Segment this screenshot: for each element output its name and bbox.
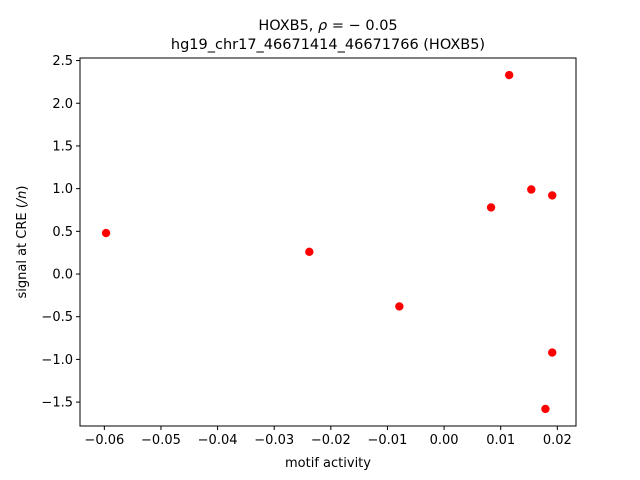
x-tick-label: −0.05 — [141, 433, 181, 448]
x-tick-label: −0.04 — [198, 433, 238, 448]
y-tick-label: −1.0 — [41, 353, 73, 368]
data-point — [548, 348, 557, 357]
y-tick-label: 0.5 — [52, 225, 73, 240]
x-tick-label: −0.02 — [311, 433, 351, 448]
chart-title-line1: HOXB5, ρ = − 0.05 — [258, 18, 397, 34]
data-point — [548, 191, 557, 200]
y-tick-label: 2.5 — [52, 54, 73, 69]
y-axis-label: signal at CRE (/n) — [15, 185, 30, 298]
y-tick-label: 1.5 — [52, 139, 73, 154]
y-tick-label: 2.0 — [52, 97, 73, 112]
x-tick-label: 0.01 — [486, 433, 515, 448]
x-tick-label: 0.00 — [430, 433, 459, 448]
x-axis-label: motif activity — [285, 456, 371, 471]
data-point — [486, 203, 496, 212]
y-tick-label: 0.0 — [52, 268, 73, 283]
y-axis-ticks: −1.5 −1.0 −0.5 0.0 0.5 1.0 1.5 2.0 2.5 — [41, 54, 80, 411]
data-point — [305, 247, 314, 257]
y-tick-label: −1.5 — [41, 396, 73, 411]
data-point — [541, 404, 550, 414]
data-point — [395, 302, 404, 311]
x-tick-label: 0.02 — [543, 433, 572, 448]
axes-frame — [79, 57, 577, 427]
y-tick-label: 1.0 — [52, 182, 73, 197]
data-point — [101, 228, 111, 238]
data-point — [504, 70, 514, 80]
x-axis-ticks: −0.06 −0.05 −0.04 −0.03 −0.02 −0.01 0.00 0.01 0.… — [84, 426, 572, 448]
chart-title-line2: hg19_chr17_46671414_46671766 (HOXB5) — [171, 37, 485, 53]
x-tick-label: −0.01 — [368, 433, 408, 448]
x-tick-label: −0.06 — [84, 433, 124, 448]
data-point — [527, 185, 536, 194]
plot-area: −0.06 −0.05 −0.04 −0.03 −0.02 −0.01 0.00 0.01 0.… — [41, 54, 577, 448]
y-tick-label: −0.5 — [41, 310, 73, 325]
x-tick-label: −0.03 — [254, 433, 294, 448]
data-points — [101, 70, 557, 414]
